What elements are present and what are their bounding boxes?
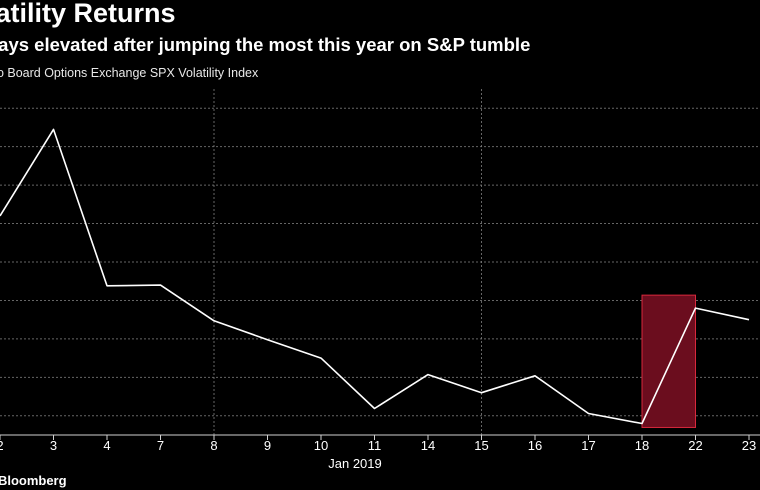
chart-title: latility Returns bbox=[0, 0, 176, 28]
x-axis-month-label: Jan 2019 bbox=[328, 456, 382, 470]
x-tick-label: 9 bbox=[264, 438, 271, 453]
chart-subtitle: tays elevated after jumping the most thi… bbox=[0, 34, 531, 55]
x-tick-label: 4 bbox=[103, 438, 110, 453]
x-tick-label: 10 bbox=[314, 438, 328, 453]
series-label: go Board Options Exchange SPX Volatility… bbox=[0, 66, 259, 80]
series-layer bbox=[0, 128, 750, 425]
x-tick-label: 18 bbox=[635, 438, 649, 453]
x-tick-label: 22 bbox=[688, 438, 702, 453]
x-tick-label: 17 bbox=[581, 438, 595, 453]
x-tick-label: 11 bbox=[368, 438, 382, 453]
source-note: : Bloomberg bbox=[0, 473, 67, 488]
x-axis: 234789101114151617182223Jan 2019 bbox=[0, 435, 756, 470]
x-tick-label: 15 bbox=[474, 438, 488, 453]
grid-layer bbox=[0, 89, 760, 436]
x-tick-label: 16 bbox=[528, 438, 542, 453]
line-chart: 234789101114151617182223Jan 2019 bbox=[0, 89, 760, 470]
x-tick-label: 23 bbox=[742, 438, 756, 453]
x-tick-label: 7 bbox=[157, 438, 164, 453]
series-line bbox=[0, 128, 750, 425]
x-tick-label: 14 bbox=[421, 438, 435, 453]
x-tick-label: 3 bbox=[50, 438, 57, 453]
x-tick-label: 8 bbox=[210, 438, 217, 453]
x-tick-label: 2 bbox=[0, 438, 4, 453]
